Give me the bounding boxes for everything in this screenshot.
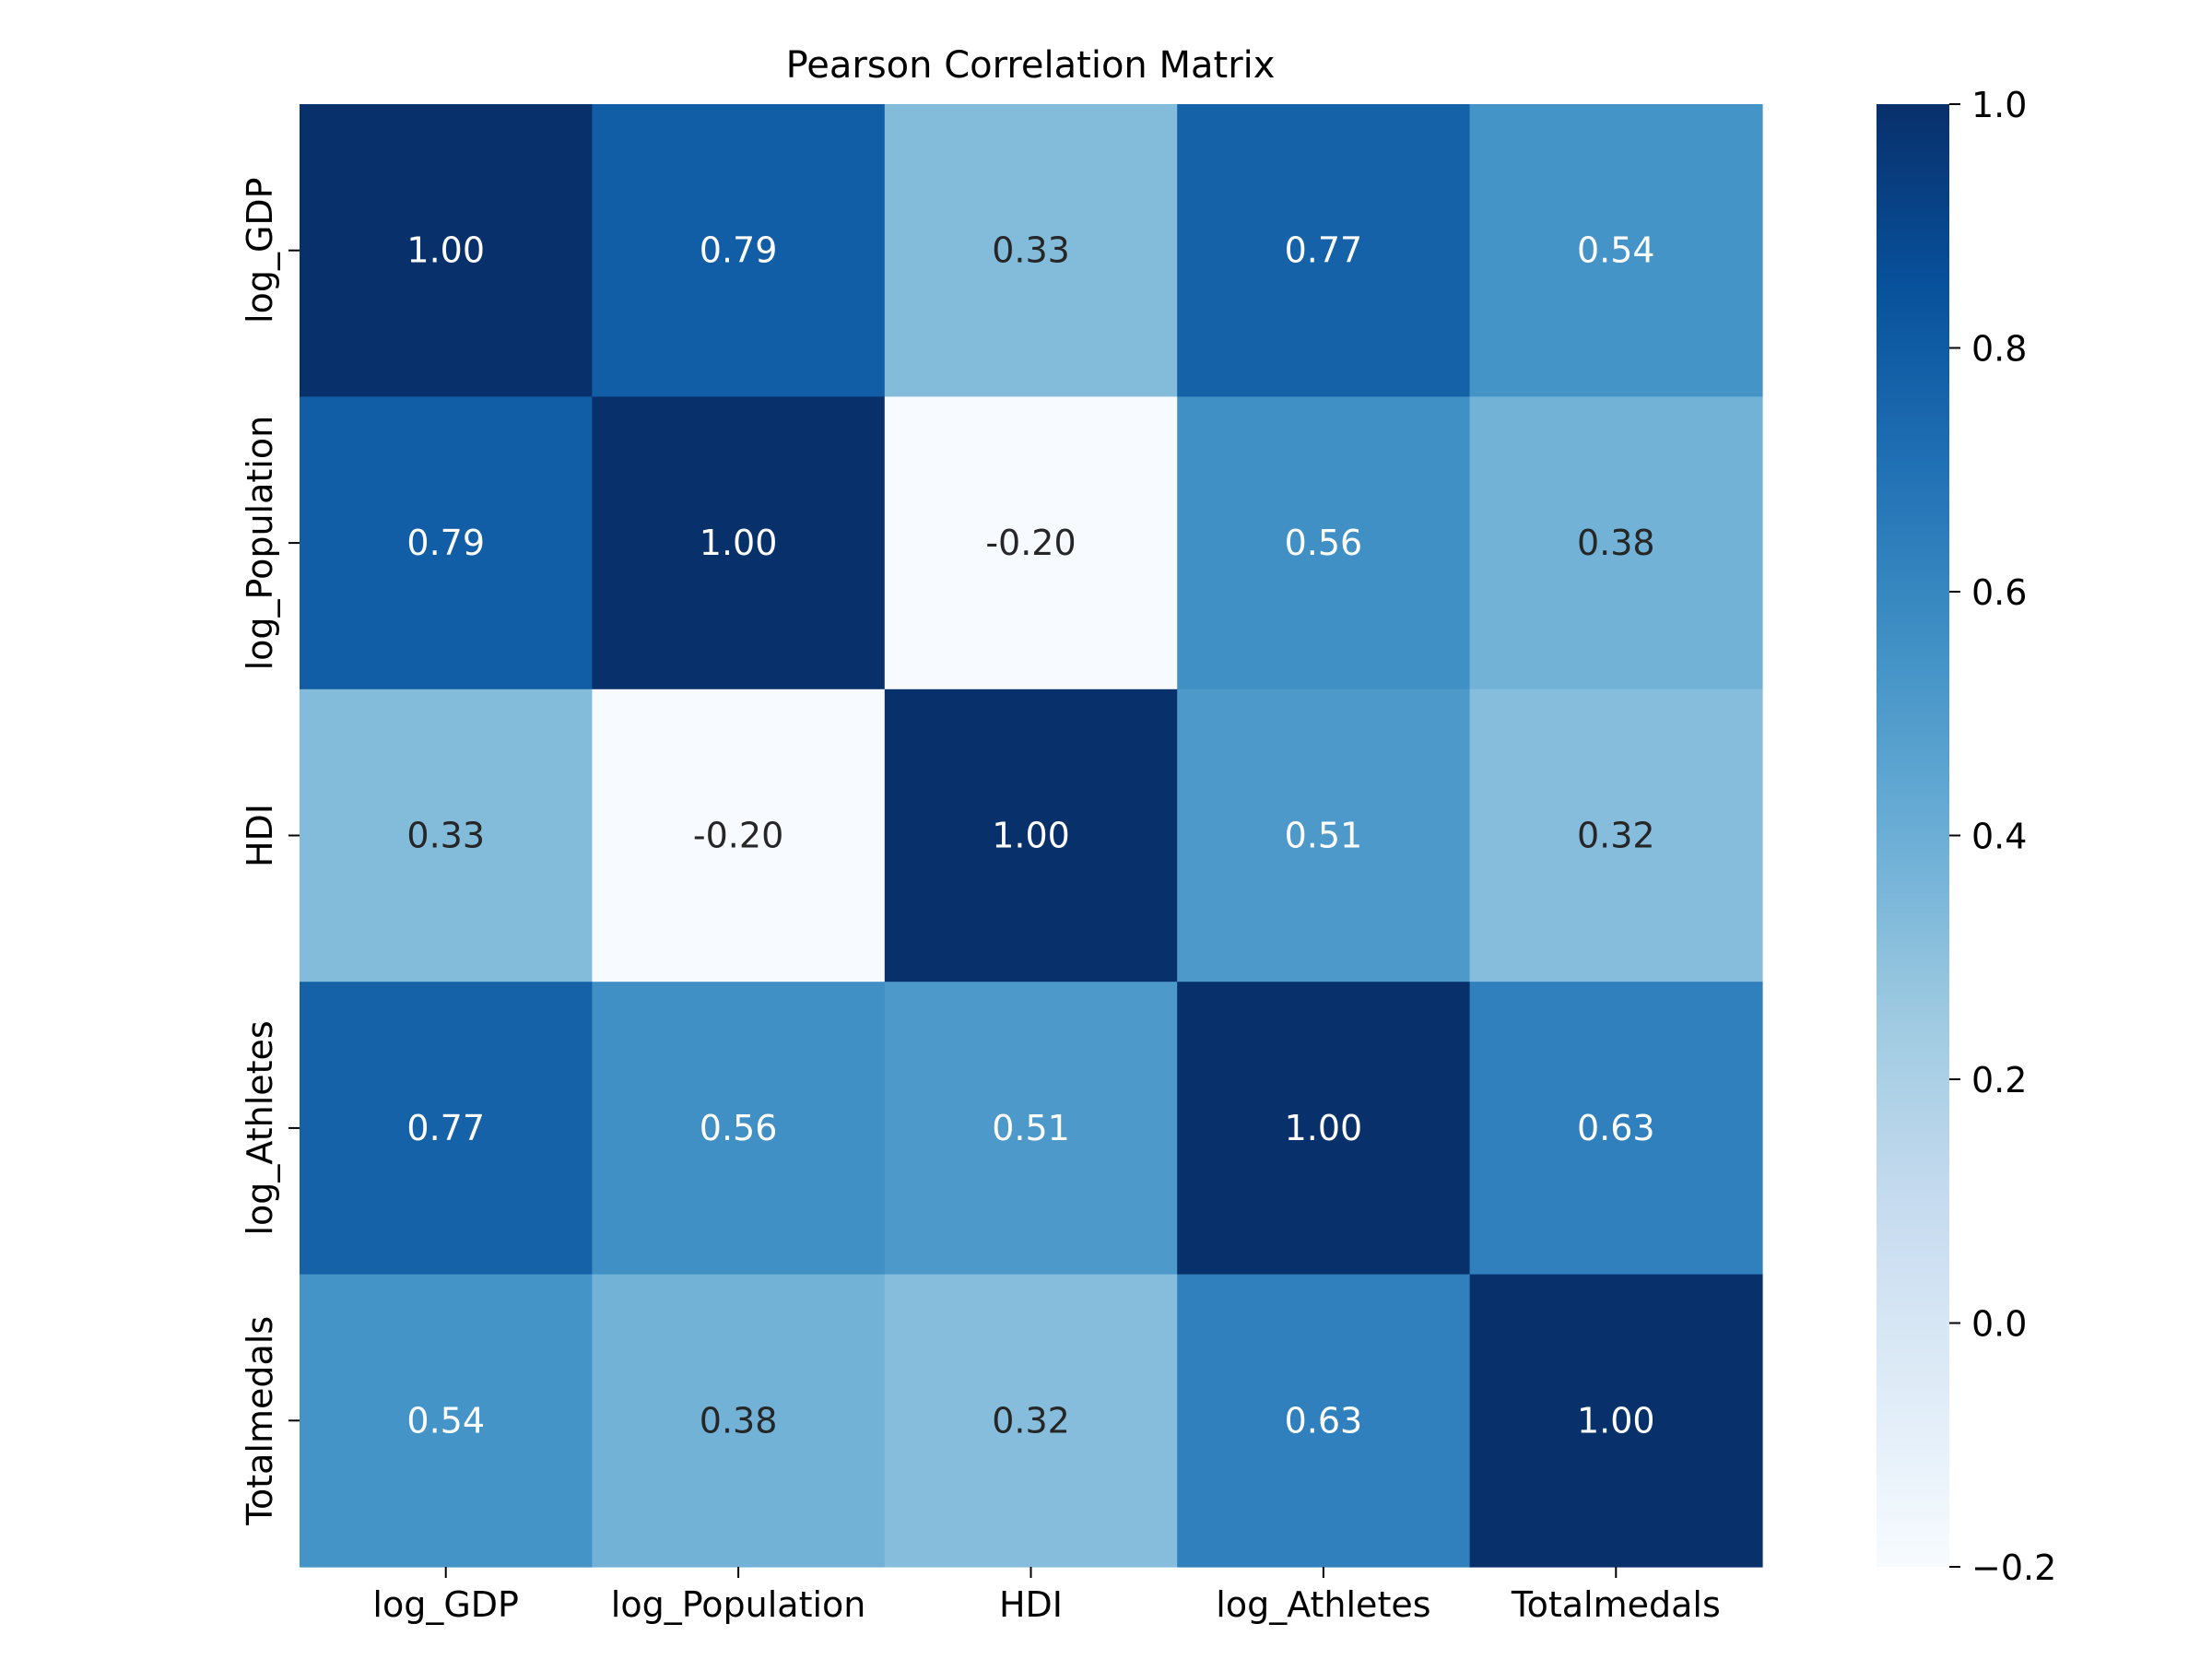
heatmap-cell [592, 396, 886, 690]
heatmap-cell [884, 1274, 1178, 1568]
cell-value-label: 0.56 [1285, 523, 1363, 563]
cell-value-label: 0.54 [406, 1400, 485, 1441]
cell-value-label: 0.79 [406, 523, 485, 563]
heatmap-cell [592, 688, 886, 982]
colorbar-tick-label: 0.4 [1971, 817, 2027, 857]
heatmap-cell [1177, 396, 1471, 690]
colorbar-tick-label: 0.8 [1971, 329, 2027, 370]
x-tick-label: log_Athletes [1216, 1584, 1430, 1625]
colorbar-tick-label: −0.2 [1971, 1547, 2056, 1588]
heatmap-cell [592, 1274, 886, 1568]
cell-value-label: 0.51 [1285, 816, 1363, 856]
cell-value-label: 0.56 [700, 1108, 778, 1148]
colorbar-tick-label: 0.0 [1971, 1304, 2027, 1345]
x-tick-label: Totalmedals [1511, 1584, 1721, 1625]
heatmap-cell [1177, 104, 1471, 397]
cell-value-label: 0.63 [1285, 1400, 1363, 1441]
colorbar: 1.0 0.8 0.6 0.4 0.2 0.0 −0.2 [1877, 85, 2056, 1588]
cell-value-label: 1.00 [406, 230, 485, 271]
heatmap-cell-labels: 1.00 0.79 0.33 0.77 0.54 0.79 1.00 -0.20 0.56 0.3… [406, 230, 1654, 1441]
heatmap-cell [300, 104, 593, 397]
heatmap-cell [300, 688, 593, 982]
heatmap-cell [1469, 104, 1763, 397]
heatmap-cell [1177, 1274, 1471, 1568]
y-tick-label: log_Population [240, 416, 280, 671]
heatmap-cell [592, 104, 886, 397]
cell-value-label: 1.00 [1285, 1108, 1363, 1148]
heatmap-cell [300, 1274, 593, 1568]
chart-title: Pearson Correlation Matrix [786, 44, 1276, 87]
y-tick-label: Totalmedals [240, 1316, 280, 1526]
heatmap-cell [884, 104, 1178, 397]
heatmap-cell [300, 982, 593, 1276]
x-tick-label: HDI [999, 1584, 1063, 1625]
heatmap-cell [884, 396, 1178, 690]
cell-value-label: 0.51 [992, 1108, 1070, 1148]
y-axis: log_GDP log_Population HDI log_Athletes Tota… [240, 177, 300, 1526]
heatmap-cell [884, 982, 1178, 1276]
cell-value-label: 0.32 [992, 1400, 1070, 1441]
heatmap-cell [1469, 982, 1763, 1276]
cell-value-label: 0.38 [700, 1400, 778, 1441]
y-tick-label: log_Athletes [240, 1020, 280, 1235]
y-tick-label: HDI [240, 804, 280, 867]
heatmap-cell [1177, 982, 1471, 1276]
cell-value-label: 0.63 [1577, 1108, 1655, 1148]
cell-value-label: 0.33 [992, 230, 1070, 271]
cell-value-label: 1.00 [992, 816, 1070, 856]
cell-value-label: 0.38 [1577, 523, 1655, 563]
heatmap-cell [300, 396, 593, 690]
heatmap-cell [1469, 688, 1763, 982]
cell-value-label: 1.00 [1577, 1400, 1655, 1441]
cell-value-label: 1.00 [700, 523, 778, 563]
x-axis: log_GDP log_Population HDI log_Athletes Tota… [372, 1567, 1721, 1625]
colorbar-tick-label: 0.6 [1971, 572, 2027, 613]
colorbar-tick-label: 0.2 [1971, 1060, 2027, 1100]
cell-value-label: 0.33 [406, 816, 485, 856]
cell-value-label: 0.54 [1577, 230, 1655, 271]
heatmap-cell [1177, 688, 1471, 982]
heatmap-cell [1469, 1274, 1763, 1568]
y-tick-label: log_GDP [240, 177, 280, 324]
cell-value-label: 0.77 [406, 1108, 485, 1148]
cell-value-label: 0.77 [1285, 230, 1363, 271]
x-tick-label: log_Population [611, 1584, 866, 1625]
heatmap-cells [300, 104, 1763, 1568]
cell-value-label: 0.79 [700, 230, 778, 271]
cell-value-label: 0.32 [1577, 816, 1655, 856]
heatmap-cell [1469, 396, 1763, 690]
colorbar-gradient [1877, 104, 1949, 1567]
x-tick-label: log_GDP [372, 1584, 519, 1625]
cell-value-label: -0.20 [985, 523, 1076, 563]
colorbar-tick-label: 1.0 [1971, 85, 2027, 125]
cell-value-label: -0.20 [693, 816, 783, 856]
heatmap-cell [884, 688, 1178, 982]
heatmap-cell [592, 982, 886, 1276]
